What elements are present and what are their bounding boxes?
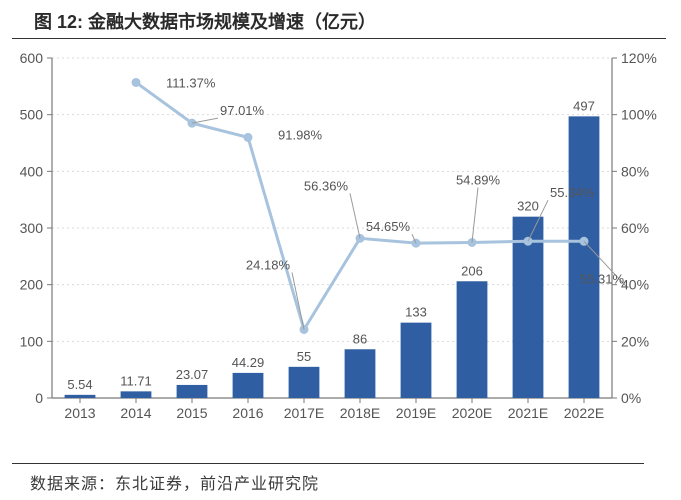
svg-text:20%: 20% [621, 333, 649, 349]
svg-text:2021E: 2021E [508, 405, 548, 421]
svg-text:80%: 80% [621, 163, 649, 179]
svg-text:2022E: 2022E [564, 405, 604, 421]
line-label: 91.98% [278, 127, 323, 142]
line-label: 111.37% [166, 75, 216, 90]
line-label: 56.36% [304, 178, 349, 193]
svg-text:500: 500 [20, 107, 44, 123]
bar [121, 391, 152, 398]
svg-text:2013: 2013 [64, 405, 95, 421]
line-label: 24.18% [246, 257, 291, 272]
svg-text:0%: 0% [621, 390, 641, 406]
bar [401, 323, 432, 398]
bar [569, 116, 600, 398]
bar-label: 320 [517, 199, 539, 214]
svg-text:200: 200 [20, 277, 44, 293]
svg-text:100: 100 [20, 333, 44, 349]
svg-text:40%: 40% [621, 277, 649, 293]
svg-text:60%: 60% [621, 220, 649, 236]
line-label: 54.65% [366, 219, 411, 234]
bar [233, 373, 264, 398]
bar-label: 206 [461, 263, 483, 278]
bar [177, 385, 208, 398]
svg-text:600: 600 [20, 50, 44, 66]
bar [65, 395, 96, 398]
chart-area: 0 0% 100 20% 200 40% 300 60% 400 80% 500 100% 600 120… [0, 42, 681, 452]
bar [457, 281, 488, 398]
svg-text:0: 0 [35, 390, 43, 406]
svg-text:2020E: 2020E [452, 405, 492, 421]
bar-label: 55 [297, 349, 311, 364]
svg-text:2015: 2015 [176, 405, 207, 421]
svg-text:2014: 2014 [120, 405, 151, 421]
svg-text:2017E: 2017E [284, 405, 324, 421]
line-label: 55.34% [550, 185, 595, 200]
bar-label: 44.29 [232, 355, 265, 370]
svg-text:120%: 120% [621, 50, 657, 66]
chart-title: 图 12: 金融大数据市场规模及增速（亿元） [12, 0, 666, 39]
bar-label: 86 [353, 331, 367, 346]
line-label: 54.89% [456, 172, 501, 187]
svg-text:2016: 2016 [232, 405, 263, 421]
svg-text:300: 300 [20, 220, 44, 236]
line-label: 97.01% [220, 103, 265, 118]
bar-label: 23.07 [176, 367, 209, 382]
bar-label: 133 [405, 305, 427, 320]
svg-text:2019E: 2019E [396, 405, 436, 421]
data-source: 数据来源：东北证券，前沿产业研究院 [12, 463, 644, 494]
bar-label: 5.54 [67, 377, 92, 392]
bar-label: 497 [573, 98, 595, 113]
line-marker [132, 78, 140, 86]
bar [289, 367, 320, 398]
svg-text:400: 400 [20, 163, 44, 179]
svg-text:100%: 100% [621, 107, 657, 123]
bar [345, 349, 376, 398]
line-marker [244, 133, 252, 141]
svg-text:2018E: 2018E [340, 405, 380, 421]
bar-label: 11.71 [120, 373, 152, 388]
line-label: 55.31% [580, 271, 625, 286]
